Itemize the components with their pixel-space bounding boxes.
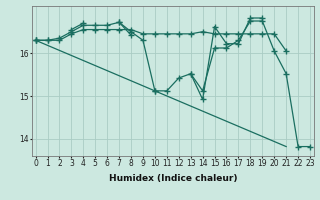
X-axis label: Humidex (Indice chaleur): Humidex (Indice chaleur): [108, 174, 237, 183]
